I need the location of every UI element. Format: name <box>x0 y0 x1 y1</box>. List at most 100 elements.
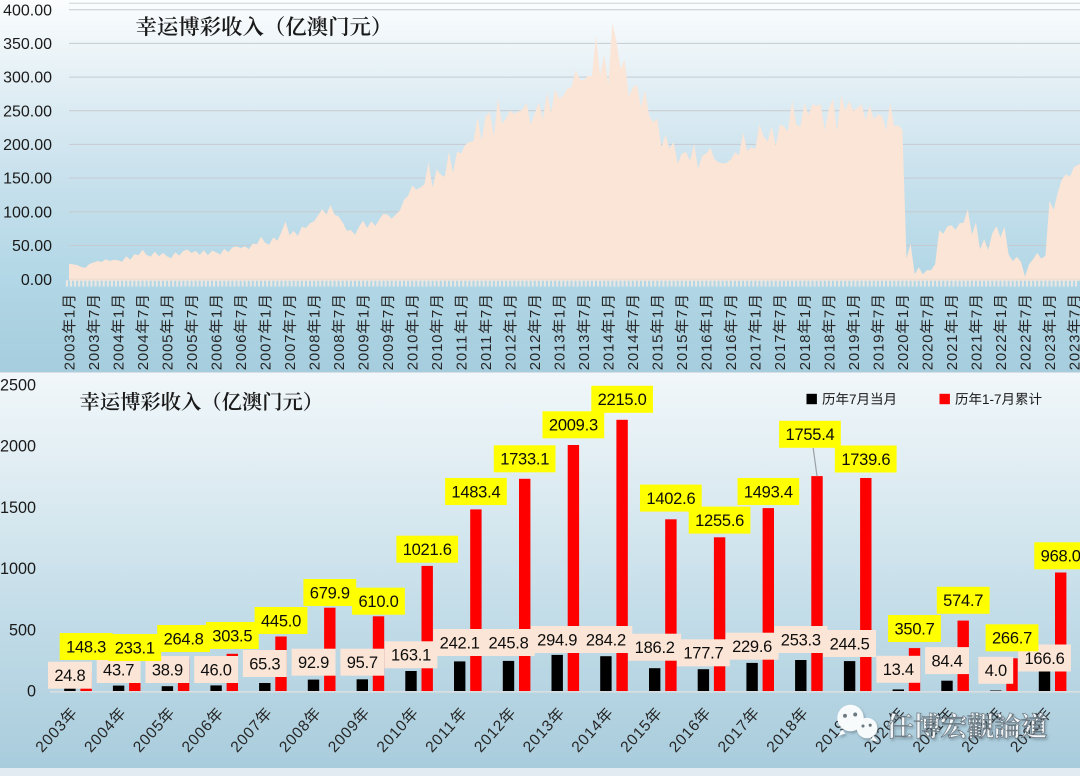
svg-text:250.00: 250.00 <box>3 103 52 120</box>
svg-text:84.4: 84.4 <box>931 653 962 671</box>
svg-text:679.9: 679.9 <box>310 584 350 602</box>
svg-text:1: 1 <box>699 309 716 318</box>
svg-text:1: 1 <box>258 309 275 318</box>
svg-text:166.6: 166.6 <box>1024 650 1064 668</box>
svg-text:445.0: 445.0 <box>261 612 301 630</box>
svg-text:65.3: 65.3 <box>249 655 280 673</box>
svg-text:46.0: 46.0 <box>201 661 232 679</box>
svg-text:2005: 2005 <box>159 334 176 370</box>
svg-text:1: 1 <box>454 309 471 318</box>
svg-text:2013: 2013 <box>576 334 593 370</box>
svg-text:242.1: 242.1 <box>440 634 480 652</box>
svg-text:7: 7 <box>870 309 887 318</box>
svg-text:1: 1 <box>650 309 667 318</box>
svg-text:100.00: 100.00 <box>3 204 52 221</box>
svg-text:2011: 2011 <box>454 335 471 370</box>
svg-text:1: 1 <box>993 309 1010 318</box>
svg-text:2023: 2023 <box>1066 334 1080 370</box>
svg-text:7: 7 <box>282 309 299 318</box>
svg-text:7: 7 <box>674 309 691 318</box>
svg-text:2003: 2003 <box>61 334 78 370</box>
svg-text:968.0: 968.0 <box>1041 548 1080 566</box>
svg-text:7: 7 <box>821 309 838 318</box>
svg-text:2006: 2006 <box>233 334 250 370</box>
svg-text:1739.6: 1739.6 <box>841 451 890 469</box>
svg-text:7: 7 <box>233 309 250 318</box>
svg-text:2000: 2000 <box>0 438 36 456</box>
svg-text:294.9: 294.9 <box>537 631 577 649</box>
svg-text:1: 1 <box>846 309 863 318</box>
svg-text:350.00: 350.00 <box>3 36 52 53</box>
svg-text:92.9: 92.9 <box>298 654 329 672</box>
svg-text:7: 7 <box>331 309 348 318</box>
svg-text:266.7: 266.7 <box>992 630 1032 648</box>
svg-text:1483.4: 1483.4 <box>451 483 500 501</box>
svg-text:1493.4: 1493.4 <box>744 483 793 501</box>
svg-text:2008: 2008 <box>307 334 324 370</box>
svg-text:7: 7 <box>723 309 740 318</box>
svg-text:1000: 1000 <box>0 560 36 578</box>
svg-text:2004: 2004 <box>135 334 152 370</box>
svg-text:2020: 2020 <box>919 334 936 370</box>
svg-text:2010: 2010 <box>405 334 422 370</box>
svg-text:24.8: 24.8 <box>54 667 85 685</box>
svg-text:1: 1 <box>61 309 78 318</box>
svg-text:4.0: 4.0 <box>985 662 1007 680</box>
svg-text:7: 7 <box>527 309 544 318</box>
svg-text:2012: 2012 <box>527 334 544 370</box>
svg-text:2010: 2010 <box>429 334 446 370</box>
svg-text:2015: 2015 <box>650 334 667 370</box>
svg-text:264.8: 264.8 <box>164 630 204 648</box>
svg-text:500: 500 <box>9 621 36 639</box>
svg-text:245.8: 245.8 <box>488 634 528 652</box>
svg-text:148.3: 148.3 <box>66 638 106 656</box>
svg-text:233.1: 233.1 <box>115 639 155 657</box>
svg-text:2007: 2007 <box>258 334 275 370</box>
svg-text:400.00: 400.00 <box>3 2 52 19</box>
svg-text:7: 7 <box>919 309 936 318</box>
svg-text:1: 1 <box>356 309 373 318</box>
svg-text:2215.0: 2215.0 <box>598 391 647 409</box>
svg-text:1755.4: 1755.4 <box>786 426 835 444</box>
svg-text:610.0: 610.0 <box>358 593 398 611</box>
svg-text:303.5: 303.5 <box>212 627 252 645</box>
svg-text:2009: 2009 <box>380 334 397 370</box>
svg-text:7: 7 <box>1017 309 1034 318</box>
svg-text:7: 7 <box>576 309 593 318</box>
svg-text:2015: 2015 <box>674 334 691 370</box>
svg-text:7: 7 <box>849 392 857 407</box>
svg-text:2020: 2020 <box>895 334 912 370</box>
svg-text:2021: 2021 <box>944 334 961 370</box>
svg-text:7: 7 <box>968 309 985 318</box>
svg-text:244.5: 244.5 <box>830 635 870 653</box>
svg-text:2003: 2003 <box>86 334 103 370</box>
svg-text:7: 7 <box>1066 309 1080 318</box>
svg-text:2018: 2018 <box>821 334 838 370</box>
svg-text:1: 1 <box>159 309 176 318</box>
svg-text:1: 1 <box>601 309 618 318</box>
svg-text:43.7: 43.7 <box>103 661 134 679</box>
svg-text:2021: 2021 <box>968 334 985 370</box>
svg-text:253.3: 253.3 <box>781 631 821 649</box>
svg-text:2012: 2012 <box>503 334 520 370</box>
svg-text:7: 7 <box>772 309 789 318</box>
svg-text:2007: 2007 <box>282 334 299 370</box>
svg-text:2016: 2016 <box>723 334 740 370</box>
svg-text:1: 1 <box>405 309 422 318</box>
svg-text:2014: 2014 <box>625 334 642 370</box>
svg-text:1: 1 <box>1042 309 1059 318</box>
svg-text:2017: 2017 <box>748 334 765 370</box>
svg-text:2008: 2008 <box>331 334 348 370</box>
svg-text:1500: 1500 <box>0 499 36 517</box>
svg-text:2004: 2004 <box>110 334 127 370</box>
svg-text:2500: 2500 <box>0 377 36 395</box>
svg-text:2006: 2006 <box>209 334 226 370</box>
svg-text:2009: 2009 <box>356 334 373 370</box>
svg-text:7: 7 <box>478 309 495 318</box>
svg-text:7: 7 <box>184 309 201 318</box>
svg-text:50.00: 50.00 <box>12 238 52 255</box>
svg-text:95.7: 95.7 <box>347 654 378 672</box>
svg-text:2014: 2014 <box>601 334 618 370</box>
svg-text:284.2: 284.2 <box>586 631 626 649</box>
svg-text:1: 1 <box>307 309 324 318</box>
